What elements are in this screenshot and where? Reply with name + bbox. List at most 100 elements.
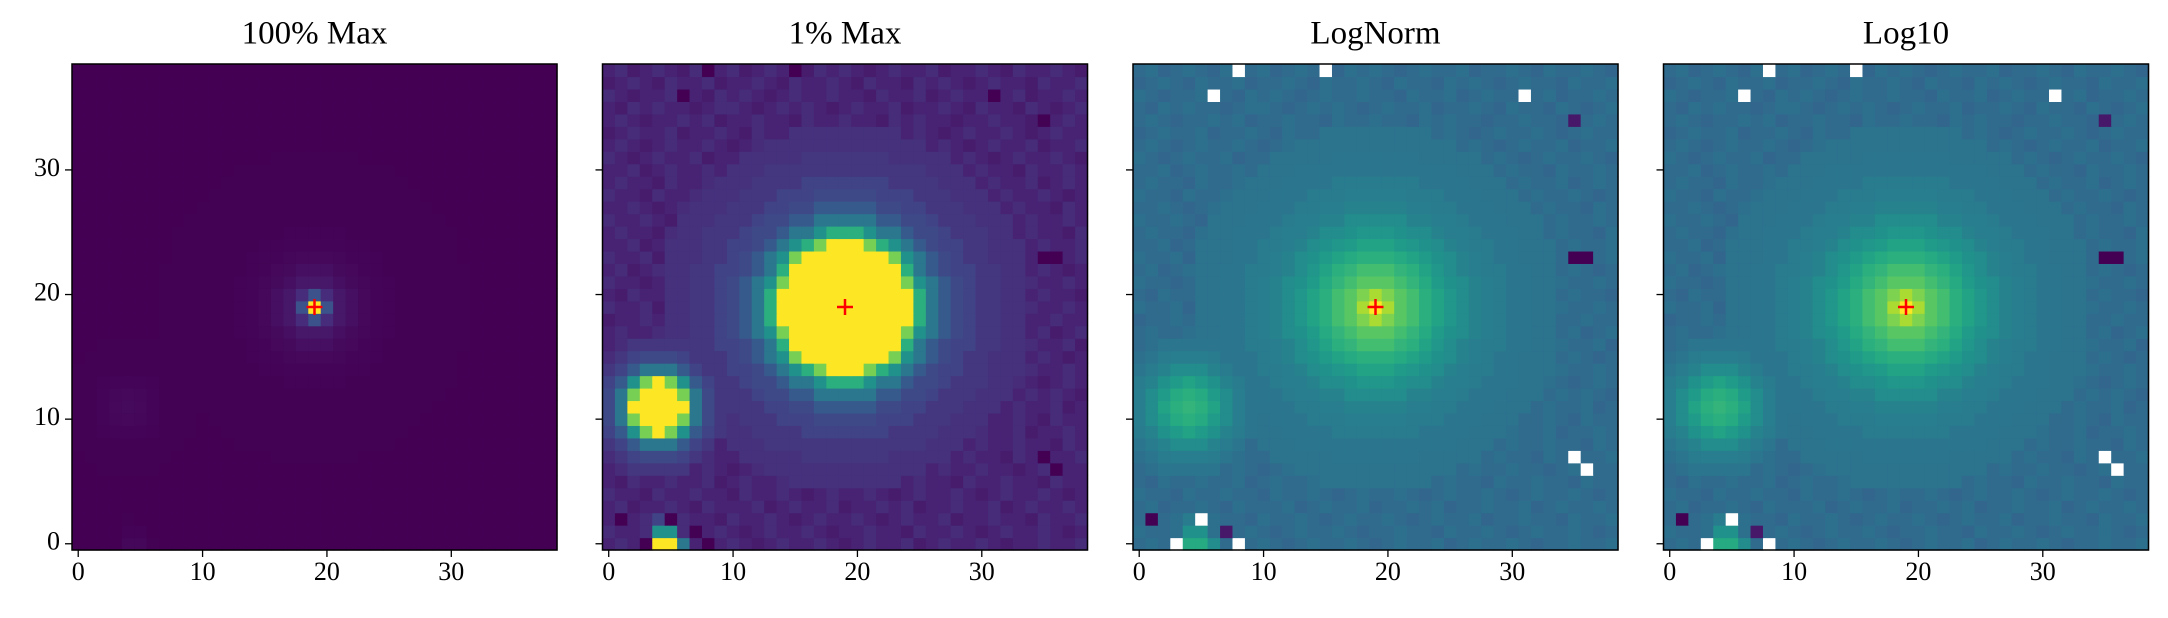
pixel: [838, 462, 852, 476]
pixel: [1244, 412, 1258, 426]
pixel: [1244, 101, 1258, 115]
pixel: [196, 113, 210, 127]
pixel: [1294, 487, 1308, 501]
pixel: [1750, 462, 1764, 476]
pixel: [457, 525, 471, 539]
pixel: [270, 250, 285, 264]
pixel: [1443, 163, 1457, 177]
pixel: [308, 363, 322, 377]
pixel: [1394, 188, 1408, 202]
pixel: [1456, 138, 1470, 152]
pixel: [963, 163, 977, 177]
pixel: [652, 462, 666, 476]
pixel: [1157, 213, 1171, 227]
pixel: [1738, 475, 1752, 489]
pixel: [689, 113, 703, 127]
pixel: [1331, 238, 1346, 252]
pixel: [1555, 76, 1569, 90]
pixel: [233, 375, 247, 389]
pixel: [913, 138, 927, 152]
pixel: [295, 238, 309, 252]
pixel: [851, 163, 865, 177]
pixel: [109, 138, 123, 152]
pixel: [1700, 475, 1714, 489]
pixel: [938, 275, 952, 289]
pixel: [1899, 475, 1913, 489]
pixel: [950, 450, 964, 464]
pixel: [308, 263, 322, 277]
pixel: [196, 425, 210, 439]
pixel: [146, 450, 160, 464]
pixel: [701, 113, 716, 127]
pixel: [1000, 350, 1014, 364]
pixel: [1481, 288, 1495, 302]
pixel: [639, 425, 653, 439]
pixel: [1800, 450, 1814, 464]
pixel: [469, 288, 483, 302]
pixel: [1145, 487, 1159, 501]
pixel: [345, 363, 359, 377]
pixel: [888, 300, 902, 314]
pixel: [1195, 263, 1209, 277]
pixel: [72, 101, 86, 115]
pixel: [1182, 425, 1196, 439]
pixel: [1282, 176, 1296, 190]
pixel: [482, 64, 496, 78]
pixel: [395, 388, 409, 402]
pixel: [789, 388, 803, 402]
pixel: [1170, 64, 1184, 78]
pixel: [2073, 450, 2087, 464]
pixel: [776, 500, 790, 514]
pixel: [1025, 263, 1039, 277]
x-tick-label: 30: [438, 557, 464, 586]
pixel: [988, 101, 1002, 115]
pixel: [258, 400, 272, 414]
pixel: [1431, 412, 1445, 426]
pixel: [1568, 313, 1582, 327]
pixel: [689, 450, 703, 464]
pixel: [494, 487, 508, 501]
pixel: [183, 76, 197, 90]
pixel: [876, 325, 890, 339]
pixel: [1195, 213, 1209, 227]
pixel: [950, 163, 964, 177]
pixel: [1195, 113, 1209, 127]
pixel: [1075, 300, 1089, 314]
pixel: [1555, 375, 1569, 389]
pixel: [1456, 325, 1470, 339]
pixel: [1468, 101, 1482, 115]
pixel: [851, 363, 865, 377]
pixel: [751, 113, 765, 127]
pixel: [1282, 388, 1296, 402]
pixel: [1924, 475, 1938, 489]
pixel: [1025, 151, 1039, 165]
pixel: [432, 76, 446, 90]
pixel: [358, 525, 372, 539]
pixel: [764, 288, 778, 302]
pixel: [1207, 288, 1221, 302]
pixel: [134, 201, 148, 215]
pixel: [308, 151, 322, 165]
pixel: [482, 188, 496, 202]
pixel: [789, 64, 803, 78]
pixel: [1050, 226, 1064, 240]
pixel: [1319, 450, 1333, 464]
pixel: [1555, 388, 1569, 402]
pixel: [639, 275, 653, 289]
pixel: [838, 226, 852, 240]
pixel: [96, 363, 110, 377]
pixel: [1344, 437, 1358, 451]
pixel: [1493, 450, 1507, 464]
pixel: [1207, 151, 1221, 165]
pixel: [1344, 537, 1358, 551]
pixel: [652, 113, 666, 127]
pixel: [764, 412, 778, 426]
pixel: [208, 88, 222, 102]
pixel: [1899, 450, 1913, 464]
pixel: [963, 64, 977, 78]
pixel: [863, 500, 877, 514]
pixel: [639, 338, 653, 352]
pixel: [1518, 101, 1532, 115]
pixel: [1431, 238, 1445, 252]
pixel: [900, 400, 914, 414]
